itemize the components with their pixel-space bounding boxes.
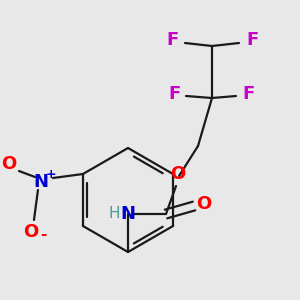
Text: N: N [34,173,49,191]
Text: F: F [168,85,180,103]
Text: F: F [242,85,254,103]
Text: O: O [23,223,39,241]
Text: F: F [166,31,178,49]
Text: O: O [1,155,16,173]
Text: O: O [170,165,186,183]
Text: N: N [121,205,136,223]
Text: -: - [40,226,46,242]
Text: O: O [196,195,211,213]
Text: +: + [46,167,56,181]
Text: H: H [108,206,120,221]
Text: F: F [246,31,258,49]
